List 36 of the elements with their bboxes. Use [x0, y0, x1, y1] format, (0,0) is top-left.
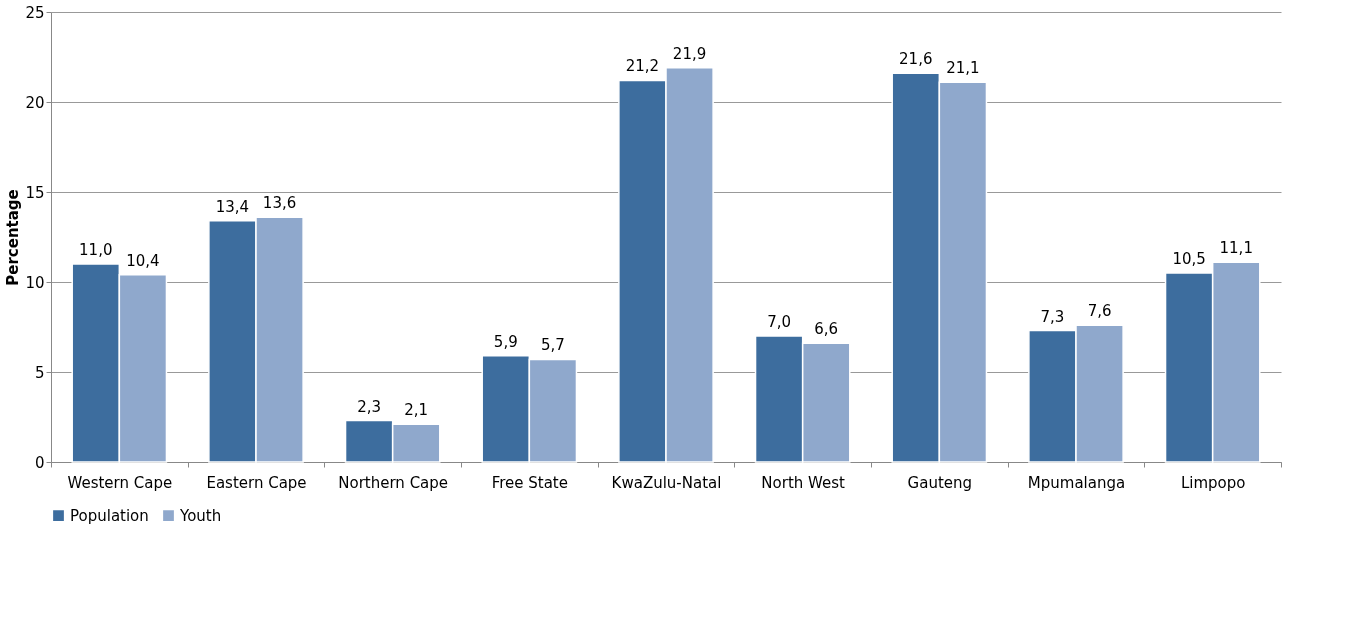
y-tick-label: 10 — [25, 273, 45, 292]
y-tick-label: 0 — [34, 453, 45, 472]
data-label: 11,1 — [1219, 239, 1253, 258]
y-tick-label: 25 — [25, 3, 45, 22]
x-tick-label: Northern Cape — [338, 473, 449, 492]
data-label: 21,2 — [625, 57, 660, 76]
x-tick-label: Free State — [491, 473, 568, 492]
data-label: 7,0 — [767, 313, 792, 331]
x-tick-label: Mpumalanga — [1027, 473, 1126, 492]
data-label: 21,6 — [899, 50, 933, 69]
data-label: 7,3 — [1040, 307, 1065, 326]
data-label: 7,6 — [1087, 302, 1112, 321]
data-label: 2,3 — [357, 397, 382, 416]
y-axis-title: Percentage — [4, 189, 23, 286]
data-label: 10,5 — [1172, 250, 1206, 268]
legend-label: Youth — [179, 506, 222, 525]
data-label: 21,1 — [946, 59, 980, 78]
y-tick-label: 20 — [25, 93, 45, 112]
data-label: 21,9 — [672, 44, 707, 63]
x-tick-label: Limpopo — [1180, 473, 1246, 492]
x-tick-label: North West — [761, 473, 846, 492]
data-label: 5,7 — [540, 336, 565, 355]
data-label: 6,6 — [814, 320, 839, 339]
data-label: 13,4 — [215, 197, 250, 216]
data-label: 13,6 — [262, 194, 297, 213]
data-label: 2,1 — [404, 401, 429, 420]
y-tick-label: 5 — [34, 363, 45, 382]
legend-label: Population — [70, 506, 149, 525]
data-label: 5,9 — [493, 332, 518, 351]
data-label: 11,0 — [79, 241, 113, 259]
y-tick-label: 15 — [25, 183, 45, 202]
x-tick-label: Eastern Cape — [206, 473, 307, 492]
x-tick-label: Gauteng — [907, 473, 973, 492]
x-tick-label: Western Cape — [67, 473, 173, 492]
data-label: 10,4 — [126, 251, 160, 270]
x-tick-label: KwaZulu-Natal — [611, 473, 722, 492]
